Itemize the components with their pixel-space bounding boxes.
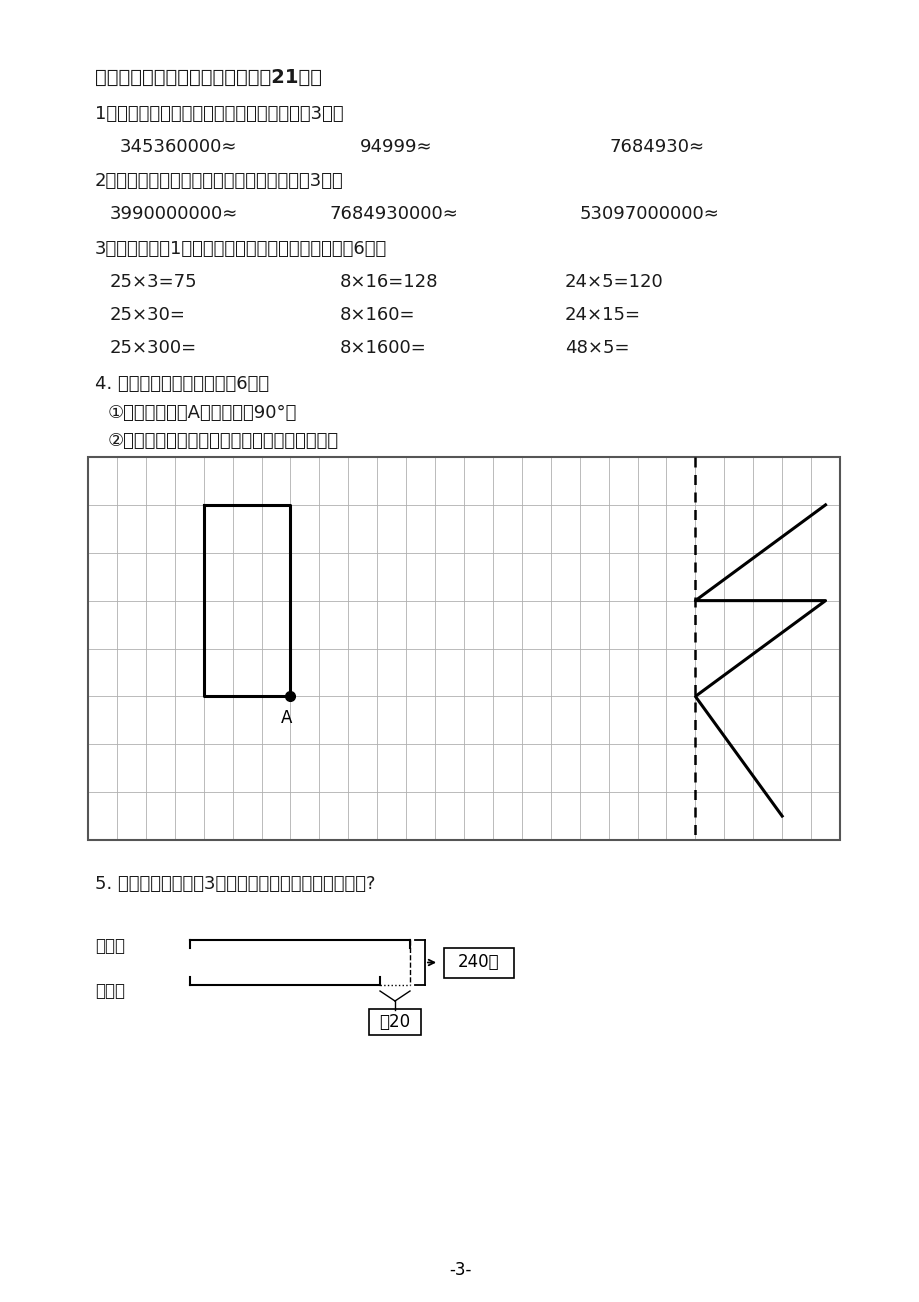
Text: ②把最右边的图形补全，使它成为轴对称图形。: ②把最右边的图形补全，使它成为轴对称图形。 — [108, 432, 339, 450]
Text: 24×5=120: 24×5=120 — [564, 273, 663, 292]
Text: 少20: 少20 — [379, 1013, 410, 1031]
Text: 25×300=: 25×300= — [110, 339, 197, 357]
Text: 1．省略「万」后面的尾数，写出近似数。（3分）: 1．省略「万」后面的尾数，写出近似数。（3分） — [95, 105, 344, 122]
Text: 四、按要求完成下列各题。　　（21分）: 四、按要求完成下列各题。 （21分） — [95, 68, 322, 87]
Text: 3990000000≈: 3990000000≈ — [110, 204, 238, 223]
Text: 48×5=: 48×5= — [564, 339, 629, 357]
Text: 25×3=75: 25×3=75 — [110, 273, 198, 292]
Text: ①把四边形绕点A顺时针旋转90°。: ①把四边形绕点A顺时针旋转90°。 — [108, 404, 297, 422]
Text: 科技书: 科技书 — [95, 937, 125, 954]
Text: 240本: 240本 — [458, 953, 499, 971]
Text: 8×1600=: 8×1600= — [340, 339, 426, 357]
Text: -3-: -3- — [448, 1262, 471, 1279]
Text: 3．根据每组第1题的积，直接写出下面两题的积。（6分）: 3．根据每组第1题的积，直接写出下面两题的积。（6分） — [95, 240, 387, 258]
Text: 2．省略「亿」后面的尾数，写出近似数。（3分）: 2．省略「亿」后面的尾数，写出近似数。（3分） — [95, 172, 344, 190]
Text: 94999≈: 94999≈ — [359, 138, 432, 156]
Text: 5. 看图列式解答。（3分）求科技书和故事书各多少本?: 5. 看图列式解答。（3分）求科技书和故事书各多少本? — [95, 875, 375, 893]
Text: 7684930≈: 7684930≈ — [609, 138, 704, 156]
Text: 4. 按要求画出下列图形。（6分）: 4. 按要求画出下列图形。（6分） — [95, 375, 269, 393]
Text: 7684930000≈: 7684930000≈ — [330, 204, 459, 223]
Text: 故事书: 故事书 — [95, 982, 125, 1000]
Text: A: A — [280, 710, 292, 728]
Text: 53097000000≈: 53097000000≈ — [579, 204, 719, 223]
Text: 24×15=: 24×15= — [564, 306, 641, 324]
Text: 8×16=128: 8×16=128 — [340, 273, 438, 292]
Text: 8×160=: 8×160= — [340, 306, 415, 324]
Bar — [88, 457, 839, 840]
Text: 25×30=: 25×30= — [110, 306, 186, 324]
Text: 345360000≈: 345360000≈ — [119, 138, 237, 156]
